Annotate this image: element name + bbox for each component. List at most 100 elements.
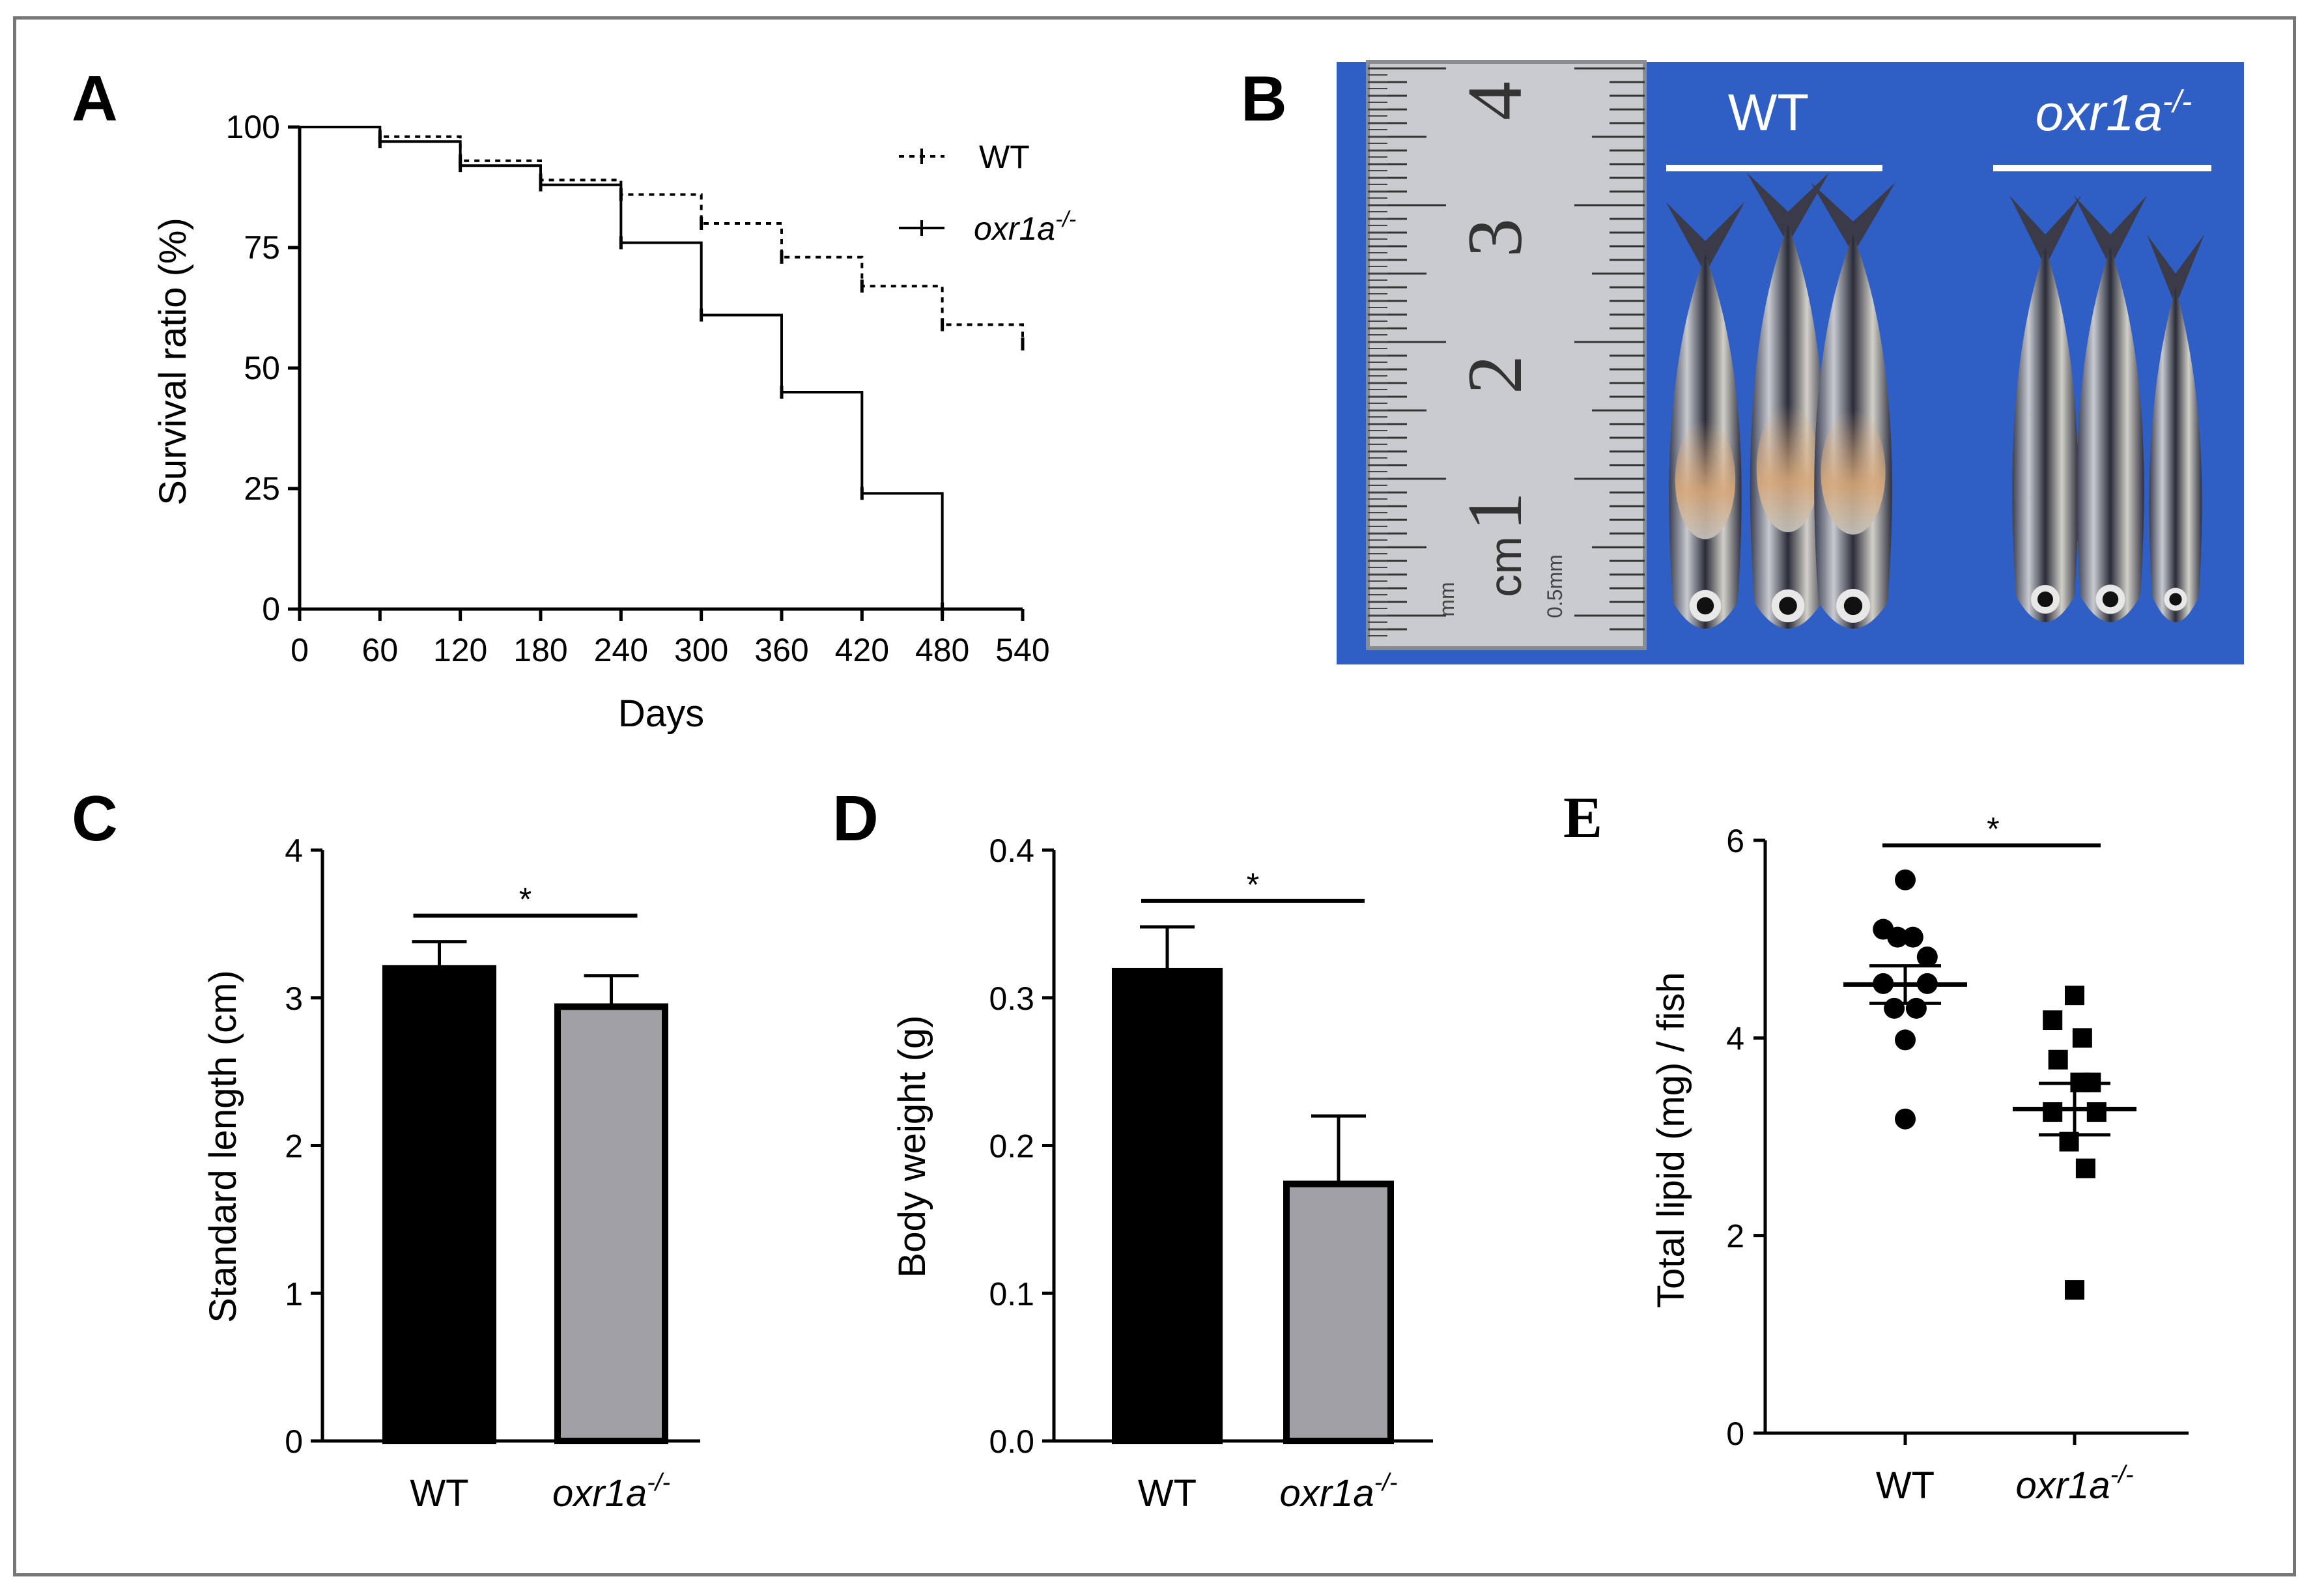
lipid-point-wt <box>1884 997 1905 1019</box>
fish-belly <box>1675 420 1736 539</box>
fish-pupil <box>1696 597 1714 615</box>
fish-pupil <box>2037 591 2053 607</box>
lipid-point-oxr1a <box>2048 1049 2068 1070</box>
panel-label-c: C <box>72 782 118 854</box>
legend-oxr1a-label: oxr1a-/- <box>974 207 1076 247</box>
length-x-tick-label: WT <box>410 1472 468 1515</box>
lipid-point-wt <box>1895 1029 1916 1051</box>
length-x-tick-label: oxr1a-/- <box>552 1469 670 1515</box>
survival-x-tick-label: 360 <box>754 632 808 668</box>
lipid-point-wt <box>1916 946 1938 967</box>
lipid-x-tick-label: oxr1a-/- <box>2016 1461 2134 1507</box>
weight-y-tick-label: 0.0 <box>989 1423 1034 1460</box>
lipid-point-oxr1a <box>2075 1158 2095 1178</box>
panel-label-b: B <box>1241 63 1287 134</box>
survival-y-tick-label: 100 <box>226 109 280 145</box>
ruler-digit-3: 3 <box>1451 218 1538 257</box>
weight-significance-star: * <box>1247 866 1259 903</box>
survival-curve-oxr1a <box>300 126 944 609</box>
length-y-label: Standard length (cm) <box>202 970 244 1323</box>
zebrafish-wt <box>1666 202 1745 629</box>
fish-body <box>2077 248 2144 622</box>
lipid-point-oxr1a <box>2043 1010 2063 1031</box>
ruler-unit-cm: cm <box>1480 536 1531 597</box>
weight-y-tick-label: 0.1 <box>989 1275 1034 1312</box>
lipid-point-oxr1a <box>2065 1280 2084 1300</box>
ruler-digit-1: 1 <box>1451 492 1538 531</box>
survival-x-tick-label: 60 <box>362 632 399 668</box>
lipid-y-tick-label: 6 <box>1726 823 1744 859</box>
survival-chart: 0 25 50 75 100 0 60 120 180 240 300 360 420 480 540 D… <box>152 109 1076 735</box>
photo-label-oxr1a: oxr1a-/- <box>2036 84 2192 141</box>
ruler-digit-4: 4 <box>1451 81 1538 121</box>
legend-wt-label: WT <box>979 139 1030 175</box>
lipid-point-oxr1a <box>2065 986 2084 1006</box>
survival-x-tick-label: 480 <box>915 632 969 668</box>
zebrafish-oxr1a <box>2009 195 2081 622</box>
lipid-point-wt <box>1905 997 1927 1019</box>
body-weight-chart: 0.0 0.1 0.2 0.3 0.4 WT oxr1a-/- * Body weight … <box>891 833 1433 1515</box>
fish-body <box>2012 248 2079 622</box>
ruler-body <box>1368 62 1645 648</box>
weight-bar-wt <box>1112 967 1223 1445</box>
ruler-unit-mm: mm <box>1435 582 1458 616</box>
ruler-digit-2: 2 <box>1451 355 1538 394</box>
survival-x-tick-label: 0 <box>291 632 309 668</box>
survival-y-tick-label: 25 <box>244 470 280 507</box>
figure-frame <box>13 16 2296 1576</box>
fish-pupil <box>1779 597 1797 615</box>
standard-length-chart: 0 1 2 3 4 WT oxr1a-/- * Standard length (cm) <box>202 833 700 1515</box>
lipid-point-wt <box>1887 926 1909 948</box>
survival-y-label: Survival ratio (%) <box>152 218 194 506</box>
weight-y-tick-label: 0.2 <box>989 1128 1034 1165</box>
length-y-tick-label: 4 <box>285 833 303 869</box>
zebrafish-wt <box>1746 173 1830 629</box>
zebrafish-wt <box>1811 182 1895 629</box>
weight-x-tick-label: oxr1a-/- <box>1280 1469 1398 1515</box>
survival-y-tick-label: 75 <box>244 229 280 266</box>
ruler: 4 3 2 1 cm mm 0.5mm <box>1366 60 1647 650</box>
fish-belly <box>1756 405 1820 532</box>
survival-y-tick-label: 50 <box>244 350 280 386</box>
fish-body <box>2149 287 2202 622</box>
survival-x-tick-label: 240 <box>594 632 648 668</box>
length-y-tick-label: 3 <box>285 980 303 1017</box>
weight-x-tick-label: WT <box>1138 1472 1197 1515</box>
lipid-point-wt <box>1895 869 1916 891</box>
survival-curve-wt <box>300 126 1024 344</box>
survival-x-tick-label: 300 <box>674 632 728 668</box>
lipid-y-tick-label: 4 <box>1726 1020 1744 1057</box>
zebrafish-photo: 4 3 2 1 cm mm 0.5mm WT oxr1a-/- <box>1337 60 2244 664</box>
survival-y-tick-label: 0 <box>262 591 280 627</box>
survival-x-label: Days <box>618 692 704 735</box>
panel-label-e: E <box>1563 786 1602 850</box>
fish-pupil <box>2169 593 2182 606</box>
weight-y-tick-label: 0.3 <box>989 980 1034 1017</box>
fish-belly <box>1821 409 1886 535</box>
survival-x-tick-label: 540 <box>995 632 1049 668</box>
length-y-tick-label: 1 <box>285 1275 303 1312</box>
panel-label-d: D <box>832 782 879 854</box>
panel-label-a: A <box>72 63 118 134</box>
survival-x-tick-label: 180 <box>513 632 567 668</box>
total-lipid-chart: 0 2 4 6 WT oxr1a-/- * Total lipid (mg) / fish <box>1650 811 2189 1507</box>
lipid-point-wt <box>1895 1108 1916 1130</box>
lipid-y-tick-label: 2 <box>1726 1218 1744 1255</box>
zebrafish-oxr1a <box>2073 195 2148 622</box>
survival-x-tick-label: 120 <box>433 632 487 668</box>
lipid-point-wt <box>1902 926 1923 948</box>
lipid-point-oxr1a <box>2043 1102 2063 1122</box>
lipid-significance-star: * <box>1987 811 1999 848</box>
length-bar-wt <box>382 965 496 1444</box>
length-y-tick-label: 0 <box>285 1423 303 1460</box>
lipid-point-oxr1a <box>2072 1028 2092 1048</box>
lipid-y-label: Total lipid (mg) / fish <box>1650 972 1692 1308</box>
lipid-y-tick-label: 0 <box>1726 1416 1744 1452</box>
length-significance-star: * <box>519 881 532 918</box>
lipid-x-tick-label: WT <box>1876 1464 1935 1507</box>
zebrafish-oxr1a <box>2147 235 2204 622</box>
length-bar-oxr1a <box>554 1003 668 1444</box>
ruler-unit-half-mm: 0.5mm <box>1543 554 1567 618</box>
weight-y-label: Body weight (g) <box>891 1016 933 1278</box>
